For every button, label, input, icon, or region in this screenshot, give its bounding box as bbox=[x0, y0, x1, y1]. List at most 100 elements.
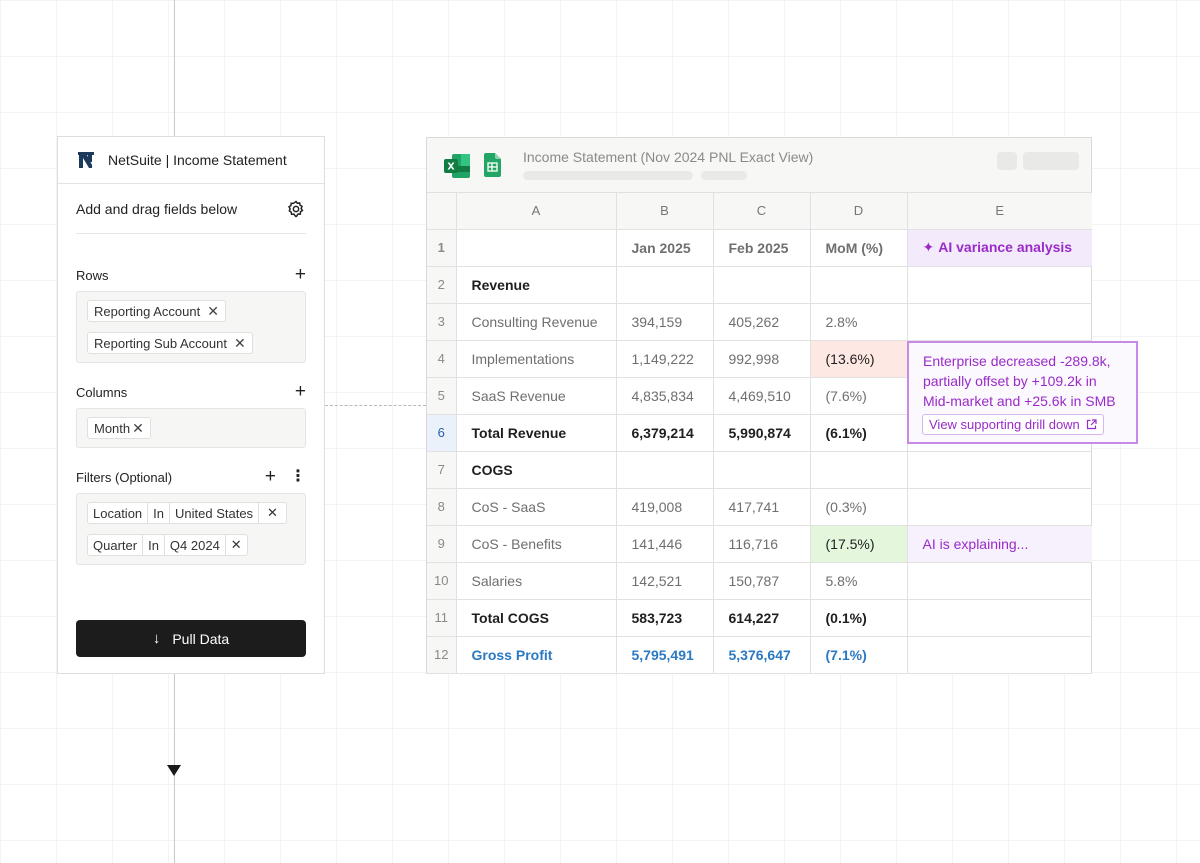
cell[interactable] bbox=[907, 599, 1092, 637]
cell[interactable] bbox=[810, 451, 908, 489]
cell[interactable]: 5.8% bbox=[810, 562, 908, 600]
cell[interactable]: Total Revenue bbox=[456, 414, 617, 452]
cell[interactable]: 614,227 bbox=[713, 599, 811, 637]
cell[interactable] bbox=[907, 562, 1092, 600]
row-number[interactable]: 2 bbox=[427, 266, 457, 304]
column-header-b[interactable]: B bbox=[616, 193, 714, 230]
ai-variance-header-cell[interactable]: ✦ AI variance analysis bbox=[907, 229, 1092, 267]
google-sheets-icon[interactable] bbox=[484, 153, 501, 177]
cell[interactable]: (7.1%) bbox=[810, 636, 908, 674]
more-options-icon[interactable]: ⋮ bbox=[290, 468, 306, 485]
cell[interactable]: 116,716 bbox=[713, 525, 811, 563]
corner-cell[interactable] bbox=[427, 193, 457, 230]
cell[interactable]: 394,159 bbox=[616, 303, 714, 341]
cell[interactable] bbox=[713, 451, 811, 489]
filter-chip-location[interactable]: Location In United States ✕ bbox=[87, 502, 287, 524]
row-number[interactable]: 10 bbox=[427, 562, 457, 600]
remove-close-icon[interactable]: ✕ bbox=[233, 334, 246, 351]
cell[interactable]: 4,835,834 bbox=[616, 377, 714, 415]
cell[interactable]: (0.1%) bbox=[810, 599, 908, 637]
cell[interactable]: 142,521 bbox=[616, 562, 714, 600]
excel-icon[interactable] bbox=[443, 153, 471, 179]
filters-dropzone[interactable]: Location In United States ✕ Quarter In Q… bbox=[76, 493, 306, 565]
cell[interactable]: CoS - SaaS bbox=[456, 488, 617, 526]
add-row-plus-icon[interactable]: + bbox=[294, 264, 306, 285]
cell[interactable] bbox=[810, 266, 908, 304]
cell[interactable]: 5,990,874 bbox=[713, 414, 811, 452]
cell[interactable]: (7.6%) bbox=[810, 377, 908, 415]
column-chip-month[interactable]: Month ✕ bbox=[87, 417, 151, 439]
cell[interactable] bbox=[907, 266, 1092, 304]
cell[interactable]: Salaries bbox=[456, 562, 617, 600]
cell[interactable]: 419,008 bbox=[616, 488, 714, 526]
cell[interactable]: Gross Profit bbox=[456, 636, 617, 674]
column-header-e[interactable]: E bbox=[907, 193, 1092, 230]
table-row: 1 Jan 2025 Feb 2025 MoM (%) ✦ AI variance… bbox=[427, 229, 1092, 267]
cell[interactable]: 141,446 bbox=[616, 525, 714, 563]
cell[interactable]: Jan 2025 bbox=[616, 229, 714, 267]
column-header-c[interactable]: C bbox=[713, 193, 811, 230]
gear-icon[interactable] bbox=[286, 199, 306, 219]
remove-close-icon[interactable]: ✕ bbox=[132, 419, 144, 436]
add-column-plus-icon[interactable]: + bbox=[294, 381, 306, 402]
cell[interactable] bbox=[907, 488, 1092, 526]
cell[interactable]: 583,723 bbox=[616, 599, 714, 637]
cell[interactable]: 1,149,222 bbox=[616, 340, 714, 378]
cell[interactable] bbox=[907, 636, 1092, 674]
cell[interactable]: SaaS Revenue bbox=[456, 377, 617, 415]
column-header-a[interactable]: A bbox=[456, 193, 617, 230]
add-filter-plus-icon[interactable]: + bbox=[264, 466, 276, 487]
row-number[interactable]: 12 bbox=[427, 636, 457, 674]
cell[interactable]: Implementations bbox=[456, 340, 617, 378]
cell[interactable]: Feb 2025 bbox=[713, 229, 811, 267]
view-drill-down-button[interactable]: View supporting drill down bbox=[922, 414, 1104, 435]
cell[interactable]: CoS - Benefits bbox=[456, 525, 617, 563]
cell[interactable]: (0.3%) bbox=[810, 488, 908, 526]
columns-dropzone[interactable]: Month ✕ bbox=[76, 408, 306, 448]
row-chip-reporting-account[interactable]: Reporting Account ✕ bbox=[87, 300, 226, 322]
remove-close-icon[interactable]: ✕ bbox=[207, 302, 219, 319]
row-number[interactable]: 1 bbox=[427, 229, 457, 267]
cell[interactable] bbox=[907, 451, 1092, 489]
cell[interactable]: 405,262 bbox=[713, 303, 811, 341]
remove-close-icon[interactable]: ✕ bbox=[267, 505, 278, 520]
cell[interactable]: 5,376,647 bbox=[713, 636, 811, 674]
column-header-d[interactable]: D bbox=[810, 193, 908, 230]
cell[interactable]: (6.1%) bbox=[810, 414, 908, 452]
cell[interactable] bbox=[616, 266, 714, 304]
filter-chip-quarter[interactable]: Quarter In Q4 2024 ✕ bbox=[87, 534, 248, 556]
row-number[interactable]: 11 bbox=[427, 599, 457, 637]
cell[interactable]: Total COGS bbox=[456, 599, 617, 637]
rows-dropzone[interactable]: Reporting Account ✕ Reporting Sub Account… bbox=[76, 291, 306, 363]
cell[interactable]: 5,795,491 bbox=[616, 636, 714, 674]
cell[interactable]: (17.5%) bbox=[810, 525, 908, 563]
cell[interactable]: COGS bbox=[456, 451, 617, 489]
row-number[interactable]: 3 bbox=[427, 303, 457, 341]
row-number[interactable]: 9 bbox=[427, 525, 457, 563]
cell[interactable] bbox=[616, 451, 714, 489]
cell[interactable] bbox=[907, 303, 1092, 341]
cell[interactable]: MoM (%) bbox=[810, 229, 908, 267]
cell[interactable]: Consulting Revenue bbox=[456, 303, 617, 341]
cell[interactable]: 2.8% bbox=[810, 303, 908, 341]
netsuite-logo-icon bbox=[78, 152, 94, 168]
row-chip-reporting-sub-account[interactable]: Reporting Sub Account ✕ bbox=[87, 332, 253, 354]
cell[interactable]: (13.6%) bbox=[810, 340, 908, 378]
cell[interactable]: 150,787 bbox=[713, 562, 811, 600]
cell[interactable]: 6,379,214 bbox=[616, 414, 714, 452]
row-number[interactable]: 4 bbox=[427, 340, 457, 378]
pull-data-button[interactable]: ↓ Pull Data bbox=[76, 620, 306, 657]
cell[interactable]: Revenue bbox=[456, 266, 617, 304]
cell[interactable] bbox=[456, 229, 617, 267]
cell[interactable]: 4,469,510 bbox=[713, 377, 811, 415]
cell[interactable]: 417,741 bbox=[713, 488, 811, 526]
row-number[interactable]: 7 bbox=[427, 451, 457, 489]
cell[interactable] bbox=[713, 266, 811, 304]
remove-close-icon[interactable]: ✕ bbox=[230, 537, 242, 552]
cell[interactable]: 992,998 bbox=[713, 340, 811, 378]
row-number[interactable]: 6 bbox=[427, 414, 457, 452]
table-row: 10 Salaries 142,521 150,787 5.8% bbox=[427, 562, 1092, 600]
row-number[interactable]: 5 bbox=[427, 377, 457, 415]
row-number[interactable]: 8 bbox=[427, 488, 457, 526]
ai-status-cell[interactable]: AI is explaining... bbox=[907, 525, 1092, 563]
